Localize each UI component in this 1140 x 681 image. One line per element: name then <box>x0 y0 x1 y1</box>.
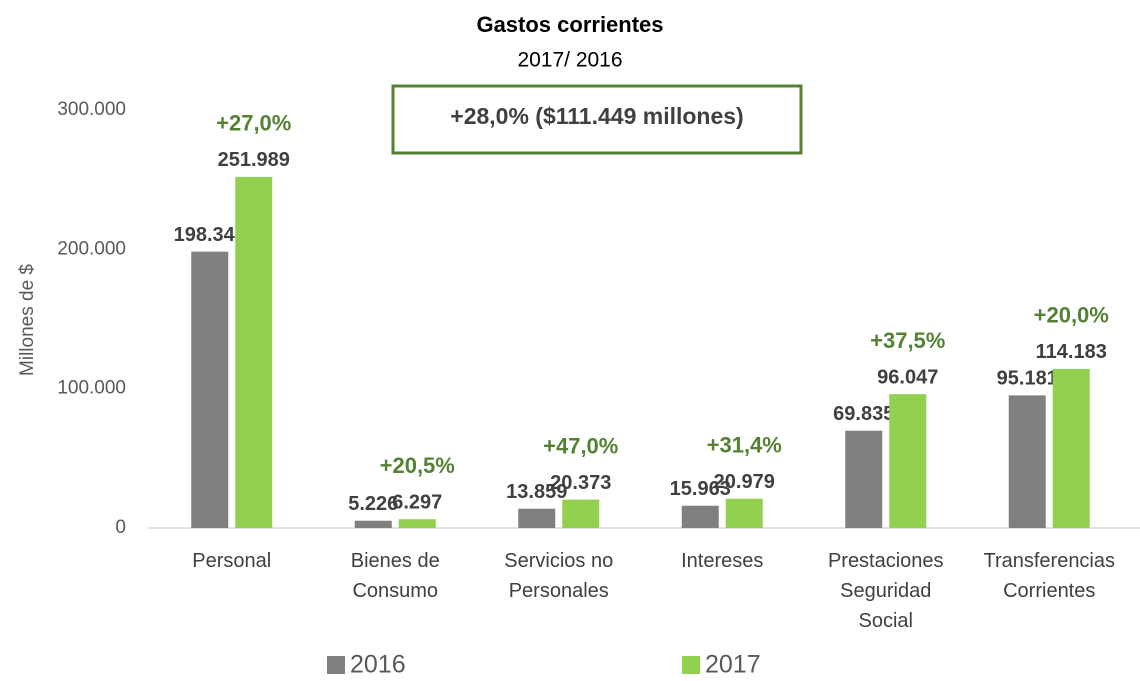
y-tick-label: 100.000 <box>57 378 126 399</box>
legend-label: 2017 <box>705 651 761 679</box>
value-label: 20.979 <box>714 471 775 493</box>
x-tick-label: Personal <box>192 550 272 572</box>
x-tick-label: Bienes de Consumo <box>350 550 440 602</box>
legend-label: 2016 <box>350 651 406 679</box>
growth-label: +20,0% <box>1034 303 1109 328</box>
x-tick-label: Intereses <box>681 550 764 572</box>
x-tick-label: Prestaciones Seguridad Social <box>827 550 944 632</box>
bar <box>235 176 273 528</box>
y-tick-label: 0 <box>115 517 126 538</box>
growth-label: +37,5% <box>870 328 945 353</box>
value-label: 15.963 <box>670 478 731 500</box>
y-tick-label: 200.000 <box>57 238 126 259</box>
bar <box>1052 368 1090 528</box>
value-label: 69.835 <box>833 403 894 425</box>
value-label: 198.343 <box>174 224 246 246</box>
legend-swatch <box>682 656 700 674</box>
growth-label: +47,0% <box>543 433 618 458</box>
value-label: 5.226 <box>348 493 398 515</box>
growth-label: +31,4% <box>707 433 782 458</box>
chart-subtitle: 2017/ 2016 <box>517 49 622 72</box>
bar <box>681 505 719 528</box>
value-label: 95.181 <box>997 368 1058 390</box>
value-label: 96.047 <box>877 366 938 388</box>
total-label: +28,0% ($111.449 millones) <box>450 103 743 129</box>
value-label: 20.373 <box>550 472 611 494</box>
y-axis-label: Millones de $ <box>17 264 38 376</box>
bar <box>845 430 883 528</box>
bar <box>354 520 392 528</box>
bar <box>518 508 556 528</box>
value-label: 114.183 <box>1036 341 1107 363</box>
bar <box>725 498 763 528</box>
value-label: 13.859 <box>506 481 567 503</box>
bar <box>1008 395 1046 528</box>
legend-swatch <box>327 656 345 674</box>
growth-label: +27,0% <box>216 111 291 136</box>
value-label: 6.297 <box>392 492 442 514</box>
chart-title: Gastos corrientes <box>476 12 663 37</box>
bar <box>191 251 229 528</box>
y-tick-label: 300.000 <box>57 99 126 120</box>
total-box <box>391 84 803 155</box>
bar <box>398 519 436 528</box>
growth-label: +20,5% <box>380 453 455 478</box>
bar <box>562 499 600 528</box>
x-tick-label: Servicios no Personales <box>504 550 614 602</box>
x-tick-label: Transferencias Corrientes <box>983 550 1116 602</box>
bar <box>889 394 927 528</box>
value-label: 251.989 <box>218 149 290 171</box>
